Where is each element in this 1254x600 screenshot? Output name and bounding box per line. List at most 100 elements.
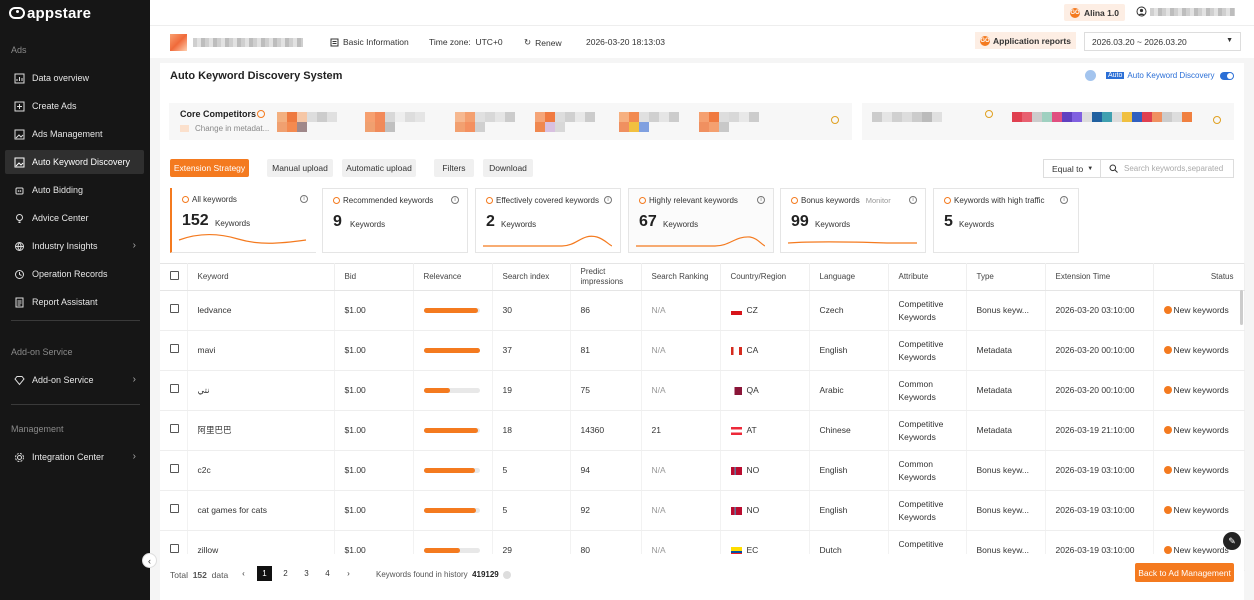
cell-extension-time: 2026-03-19 21:10:00	[1045, 410, 1154, 451]
app-identity[interactable]	[170, 34, 303, 51]
expand-icon[interactable]	[1213, 116, 1221, 124]
new-status-icon	[1163, 386, 1172, 394]
cell-bid[interactable]: $1.00	[334, 370, 414, 411]
basic-information-button[interactable]: Basic Information	[330, 37, 409, 47]
competitor-app-6[interactable]	[699, 112, 759, 132]
row-checkbox[interactable]	[170, 344, 179, 353]
sidebar-item-auto-keyword-discovery[interactable]: Auto Keyword Discovery	[5, 150, 144, 174]
col-language[interactable]: Language	[809, 263, 889, 291]
page-1-button[interactable]: 1	[257, 566, 272, 581]
table-row[interactable]: mavi $1.00 37 81 N/A CA English Competitive Key…	[160, 330, 1245, 371]
table-scrollbar[interactable]	[1240, 290, 1243, 325]
sidebar-item-integration-center[interactable]: Integration Center ›	[5, 445, 144, 469]
user-menu[interactable]	[1136, 6, 1235, 17]
sidebar-item-operation-records[interactable]: Operation Records	[5, 262, 144, 286]
card-high-traffic-keywords[interactable]: Keywords with high traffic i 5 Keywords	[933, 188, 1079, 253]
filters-button[interactable]: Filters	[434, 159, 474, 177]
diamond-icon	[13, 374, 25, 386]
sidebar-item-addon-service[interactable]: Add-on Service ›	[5, 368, 144, 392]
row-checkbox[interactable]	[170, 424, 179, 433]
col-predict-impressions[interactable]: Predict impressions	[570, 263, 642, 291]
automatic-upload-button[interactable]: Automatic upload	[342, 159, 416, 177]
extension-strategy-button[interactable]: Extension Strategy	[170, 159, 249, 177]
page-4-button[interactable]: 4	[320, 566, 335, 581]
cell-status: New keywords	[1153, 330, 1245, 371]
row-checkbox[interactable]	[170, 544, 179, 553]
download-button[interactable]: Download	[483, 159, 533, 177]
auto-discovery-toggle[interactable]: Auto Auto Keyword Discovery	[1085, 70, 1234, 81]
select-all-checkbox[interactable]	[170, 271, 179, 280]
row-checkbox[interactable]	[170, 464, 179, 473]
ai-assistant-button[interactable]: GO Alina 1.0	[1064, 4, 1125, 21]
cell-predict-impressions: 14360	[570, 410, 642, 451]
sidebar-item-industry-insights[interactable]: Industry Insights ›	[5, 234, 144, 258]
col-status[interactable]: Status	[1153, 263, 1245, 291]
col-keyword[interactable]: Keyword	[187, 263, 335, 291]
competitor-group-app[interactable]	[872, 112, 942, 122]
sidebar-item-ads-management[interactable]: Ads Management	[5, 122, 144, 146]
cell-bid[interactable]: $1.00	[334, 290, 414, 331]
cell-attribute: Competitive Keywords	[888, 490, 967, 531]
competitor-app-3[interactable]	[455, 112, 515, 132]
table-row[interactable]: ledvance $1.00 30 86 N/A CZ Czech Competitive K…	[160, 290, 1245, 331]
sidebar-item-create-ads[interactable]: Create Ads	[5, 94, 144, 118]
competitor-app-2[interactable]	[365, 112, 425, 132]
col-bid[interactable]: Bid	[334, 263, 414, 291]
cell-country: NO	[720, 490, 810, 531]
cell-bid[interactable]: $1.00	[334, 450, 414, 491]
relevance-fill	[423, 508, 476, 513]
app-logo[interactable]: appstare	[9, 4, 91, 22]
page-2-button[interactable]: 2	[278, 566, 293, 581]
card-highly-relevant-keywords[interactable]: Highly relevant keywords i 67 Keywords	[628, 188, 774, 253]
flag-icon	[730, 466, 742, 475]
table-row[interactable]: cat games for cats $1.00 5 92 N/A NO English Co…	[160, 490, 1245, 531]
competitor-group-icons[interactable]	[1012, 112, 1198, 122]
next-page-button[interactable]: ›	[341, 566, 356, 581]
row-checkbox[interactable]	[170, 304, 179, 313]
manual-upload-button[interactable]: Manual upload	[267, 159, 333, 177]
sidebar-item-auto-bidding[interactable]: Auto Bidding	[5, 178, 144, 202]
date-range-picker[interactable]: 2026.03.20 ~ 2026.03.20 ▼	[1084, 32, 1241, 51]
competitor-app-1[interactable]	[277, 112, 337, 132]
flag-icon	[730, 546, 742, 555]
expand-icon[interactable]	[831, 116, 839, 124]
sidebar-item-advice-center[interactable]: Advice Center	[5, 206, 144, 230]
col-relevance[interactable]: Relevance	[413, 263, 493, 291]
cell-bid[interactable]: $1.00	[334, 330, 414, 371]
card-recommended-keywords[interactable]: Recommended keywords i 9 Keywords	[322, 188, 468, 253]
table-row[interactable]: 阿里巴巴 $1.00 18 14360 21 AT Chinese Competitive K…	[160, 410, 1245, 451]
back-to-ad-management-button[interactable]: Back to Ad Management	[1135, 563, 1234, 582]
keyword-search-input[interactable]: Search keywords,separated	[1101, 159, 1234, 178]
toggle-switch[interactable]	[1219, 71, 1234, 80]
page-3-button[interactable]: 3	[299, 566, 314, 581]
card-effectively-covered-keywords[interactable]: Effectively covered keywords i 2 Keywords	[475, 188, 621, 253]
application-reports-button[interactable]: GO Application reports	[975, 32, 1076, 49]
floating-edit-button[interactable]: ✎	[1223, 532, 1241, 550]
sidebar-item-report-assistant[interactable]: Report Assistant	[5, 290, 144, 314]
cell-extension-time: 2026-03-19 03:10:00	[1045, 450, 1154, 491]
col-type[interactable]: Type	[966, 263, 1046, 291]
renew-button[interactable]: ↻ Renew	[524, 37, 562, 48]
col-country-region[interactable]: Country/Region	[720, 263, 810, 291]
cell-bid[interactable]: $1.00	[334, 410, 414, 451]
card-all-keywords[interactable]: All keywords i 152 Keywords	[170, 188, 316, 253]
sidebar-item-data-overview[interactable]: Data overview	[5, 66, 144, 90]
table-row[interactable]: نتي $1.00 19 75 N/A QA Arabic Common Keywords Me…	[160, 370, 1245, 411]
table-row[interactable]: c2c $1.00 5 94 N/A NO English Common Keywords Bo…	[160, 450, 1245, 491]
col-extension-time[interactable]: Extension Time	[1045, 263, 1154, 291]
row-checkbox[interactable]	[170, 384, 179, 393]
match-mode-select[interactable]: Equal to ▼	[1043, 159, 1101, 178]
competitor-app-4[interactable]	[535, 112, 595, 132]
col-search-ranking[interactable]: Search Ranking	[641, 263, 721, 291]
competitor-app-5[interactable]	[619, 112, 679, 132]
cell-bid[interactable]: $1.00	[334, 490, 414, 531]
prev-page-button[interactable]: ‹	[236, 566, 251, 581]
card-bonus-keywords[interactable]: Bonus keywords Monitor i 99 Keywords	[780, 188, 926, 253]
report-badge-icon: GO	[980, 35, 990, 46]
col-attribute[interactable]: Attribute	[888, 263, 967, 291]
relevance-bar	[423, 548, 480, 553]
collapse-sidebar-button[interactable]: ‹	[142, 553, 157, 568]
cell-relevance	[413, 330, 493, 371]
col-search-index[interactable]: Search index	[492, 263, 571, 291]
row-checkbox[interactable]	[170, 504, 179, 513]
